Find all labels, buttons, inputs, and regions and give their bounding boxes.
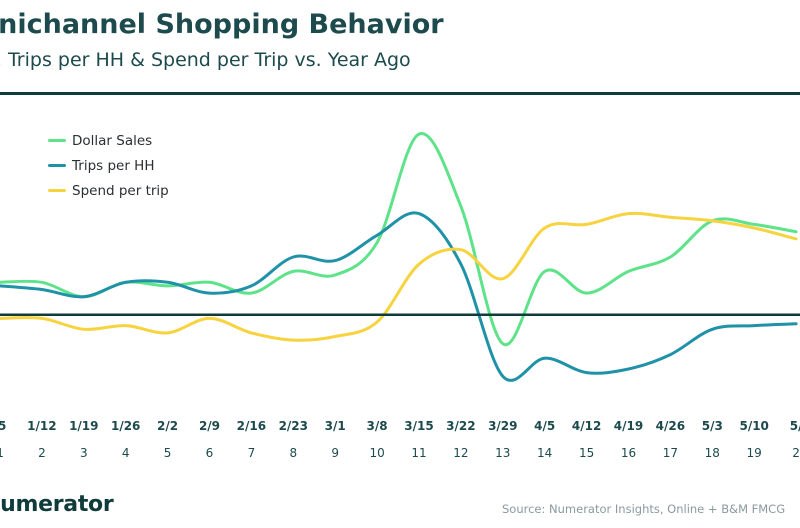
series-line-spend-per-trip	[0, 211, 798, 342]
x-tick-label: 3/15	[404, 419, 433, 433]
week-number-label: 16	[621, 446, 636, 460]
x-tick-label: 1/12	[27, 419, 56, 433]
x-tick-label: 3/22	[446, 419, 475, 433]
legend-label-trips-per-hh: Trips per HH	[72, 157, 155, 174]
week-number-label: 4	[122, 446, 130, 460]
x-tick-label: 5/3	[702, 419, 723, 433]
legend-swatch-trips-per-hh	[48, 164, 66, 167]
x-tick-label: 2/23	[279, 419, 308, 433]
week-number-label: 13	[495, 446, 510, 460]
week-number-label: 19	[747, 446, 762, 460]
legend-label-spend-per-trip: Spend per trip	[72, 182, 169, 199]
week-number-label: 10	[369, 446, 384, 460]
x-tick-label: 5/10	[739, 419, 768, 433]
legend-swatch-spend-per-trip	[48, 189, 66, 192]
week-number-label: 3	[80, 446, 88, 460]
x-tick-label: 2/16	[237, 419, 266, 433]
week-number-label: 5	[164, 446, 172, 460]
x-tick-label: 2/2	[157, 419, 178, 433]
week-number-label: 11	[411, 446, 426, 460]
week-number-label: 14	[537, 446, 552, 460]
chart-title: mnichannel Shopping Behavior	[0, 9, 444, 40]
week-number-label: 2	[38, 446, 46, 460]
legend-item-trips-per-hh: Trips per HH	[48, 153, 169, 178]
x-tick-label: 4/26	[656, 419, 685, 433]
legend: Dollar Sales Trips per HH Spend per trip	[48, 128, 169, 203]
x-tick-label: 1/26	[111, 419, 140, 433]
week-number-label: 9	[331, 446, 339, 460]
legend-item-dollar-sales: Dollar Sales	[48, 128, 169, 153]
week-number-label: 2	[792, 446, 800, 460]
series-line-dollar-sales	[0, 132, 798, 347]
legend-label-dollar-sales: Dollar Sales	[72, 132, 153, 149]
legend-item-spend-per-trip: Spend per trip	[48, 178, 169, 203]
x-tick-label: 3/29	[488, 419, 517, 433]
week-number-label: 8	[289, 446, 297, 460]
x-tick-label: 2/9	[199, 419, 220, 433]
series-line-trips-per-hh	[0, 211, 798, 382]
legend-swatch-dollar-sales	[48, 139, 66, 142]
week-number-label: 15	[579, 446, 594, 460]
x-tick-label: 4/5	[534, 419, 555, 433]
chart-subtitle: s, Trips per HH & Spend per Trip vs. Yea…	[0, 49, 411, 71]
week-number-label: 12	[453, 446, 468, 460]
x-tick-label: 3/1	[325, 419, 346, 433]
week-number-label: 18	[705, 446, 720, 460]
source-note: Source: Numerator Insights, Online + B&M…	[502, 502, 786, 516]
x-tick-label: 3/8	[367, 419, 388, 433]
x-tick-label: 4/19	[614, 419, 643, 433]
line-chart: /5 1 1/12 2 1/19 3 1/26 4 2/2 5 2/9 6 2/16 7 2/23 8 3/1 9…	[0, 132, 800, 460]
x-tick-label: 5/	[790, 419, 800, 433]
week-number-label: 7	[248, 446, 256, 460]
title-divider	[0, 92, 800, 95]
x-tick-label: /5	[0, 419, 6, 433]
x-tick-label: 1/19	[69, 419, 98, 433]
numerator-logo: Numerator	[0, 492, 114, 517]
week-number-label: 6	[206, 446, 214, 460]
x-tick-label: 4/12	[572, 419, 601, 433]
week-number-label: 17	[663, 446, 678, 460]
week-number-label: 1	[0, 446, 4, 460]
